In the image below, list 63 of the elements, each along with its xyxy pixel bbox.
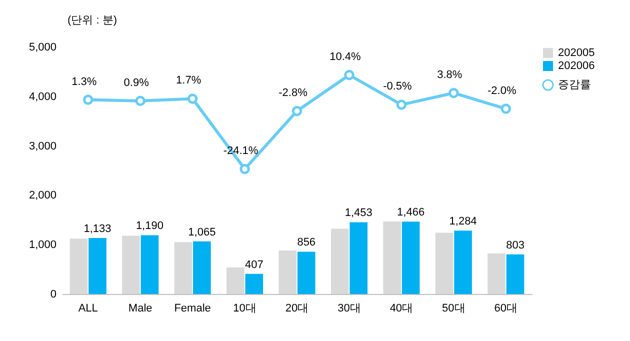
data-label: -2.8% [278,86,308,99]
legend-label: 202006 [558,60,595,72]
bar [506,254,524,294]
x-tick-label: 10대 [233,302,256,314]
data-label: 1,453 [344,207,372,220]
data-label: 10.4% [330,51,362,63]
point [82,94,94,105]
point [344,70,354,80]
bar [383,221,401,294]
point [240,164,250,174]
data-label: 1,065 [188,226,216,238]
data-label: 1,466 [397,206,425,219]
bar [226,267,244,294]
data-label: 1,284 [449,216,477,228]
legend-label: 증감률 [558,79,591,91]
x-tick-label: 20대 [285,302,309,314]
point [135,96,146,106]
y-tick-label: 0 [50,288,56,300]
bar [70,238,88,294]
data-label: 407 [244,258,264,271]
y-tick-label: 4,000 [28,90,56,103]
legend-label: 202005 [558,47,595,59]
data-label: -0.5% [383,80,412,93]
y-axis-title: (단위 : 분) [68,14,117,26]
y-tick-label: 3,000 [28,140,56,152]
data-label: 1.7% [176,74,202,87]
data-label: 1,133 [84,223,112,236]
point [448,88,459,98]
point [396,100,407,110]
point [292,106,302,116]
bar [88,238,106,294]
bar [278,250,297,294]
bar [350,222,368,294]
bar [297,252,316,294]
y-tick-label: 2,000 [28,190,56,202]
data-label: 803 [506,239,524,252]
bar [140,235,159,294]
data-label: 3.8% [437,68,462,81]
y-tick-label: 1,000 [28,239,56,252]
x-tick-label: 40대 [390,302,414,314]
bar [330,228,349,294]
x-tick-label: 60대 [494,302,518,314]
bar [245,274,264,294]
bar [488,253,506,294]
point [187,94,198,104]
data-label: 1,190 [136,220,164,232]
x-tick-label: 50대 [442,302,466,314]
x-tick-label: Female [174,302,211,314]
data-label: 856 [297,236,316,249]
bar [122,236,140,294]
bar [402,222,420,294]
point [500,104,512,114]
data-label: 0.9% [124,76,150,89]
bar [435,232,454,294]
data-label: 1.3% [72,76,97,88]
bar [193,241,211,294]
bar [454,230,472,294]
x-tick-label: Male [128,302,152,314]
y-tick-label: 5,000 [28,42,56,54]
x-tick-label: ALL [78,302,98,314]
data-label: -2.0% [488,84,516,97]
bar [174,242,192,294]
x-tick-label: 30대 [338,302,361,314]
